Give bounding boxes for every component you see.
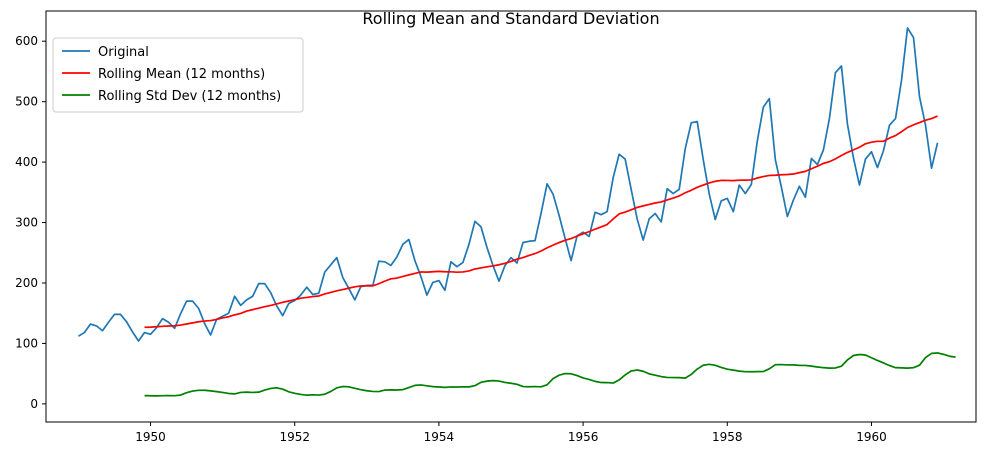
y-tick-label: 400 [15, 155, 38, 169]
series-line-rolling-std-dev-12-months [144, 352, 956, 397]
y-tick-label: 600 [15, 34, 38, 48]
legend-label: Rolling Std Dev (12 months) [98, 89, 281, 104]
x-tick-label: 1954 [424, 430, 455, 444]
legend-label: Original [98, 45, 149, 60]
legend: Original Rolling Mean (12 months) Rolling … [52, 37, 304, 113]
legend-label: Rolling Mean (12 months) [98, 67, 265, 82]
chart-title: Rolling Mean and Standard Deviation [362, 9, 659, 28]
y-tick-label: 0 [30, 397, 38, 411]
y-tick-label: 100 [15, 336, 38, 350]
y-tick-label: 200 [15, 276, 38, 290]
x-tick-label: 1958 [712, 430, 743, 444]
x-tick-label: 1952 [279, 430, 310, 444]
series-line-rolling-mean-12-months [144, 115, 938, 329]
legend-box [52, 37, 304, 113]
y-tick-label: 300 [15, 216, 38, 230]
x-tick-label: 1956 [568, 430, 599, 444]
x-tick-label: 1950 [135, 430, 166, 444]
plot-frame [45, 10, 977, 423]
axes: 1950 1952 1954 1956 1958 1960 0 100 200 300 400 500… [15, 34, 887, 444]
series-lines [78, 27, 956, 397]
y-tick-label: 500 [15, 95, 38, 109]
x-tick-label: 1960 [856, 430, 887, 444]
